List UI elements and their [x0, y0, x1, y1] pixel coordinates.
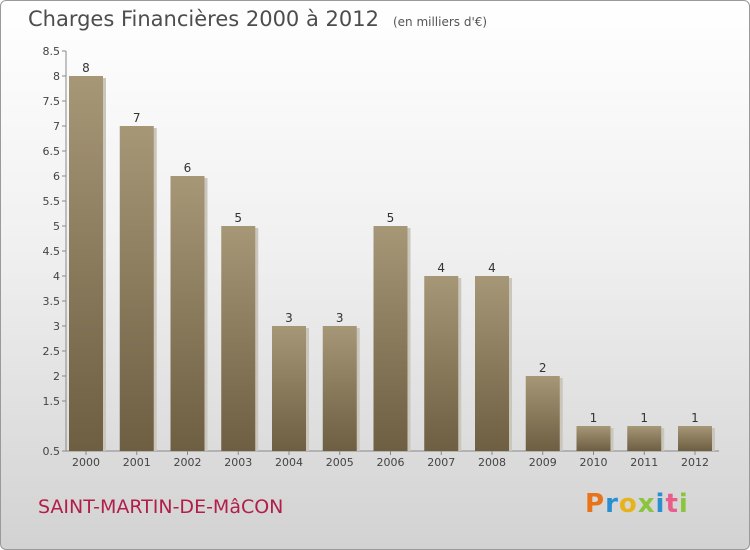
y-tick-label: 2.5	[43, 345, 61, 358]
bar	[373, 226, 408, 451]
logo-letter: i	[678, 489, 689, 519]
y-tick-label: 5.5	[43, 195, 61, 208]
bars	[69, 76, 715, 451]
y-tick-label: 4.5	[43, 245, 61, 258]
x-tick-label: 2007	[427, 456, 455, 469]
x-tick-label: 2005	[326, 456, 354, 469]
y-tick-label: 8.5	[43, 45, 61, 58]
x-tick-label: 2012	[681, 456, 709, 469]
bar	[424, 276, 459, 451]
x-tick-label: 2002	[174, 456, 202, 469]
x-tick-label: 2001	[123, 456, 151, 469]
data-label: 6	[184, 161, 192, 175]
chart-title-text: Charges Financières 2000 à 2012	[28, 7, 379, 31]
data-labels: 8 7 6 5 3 3 5 4 4 2 1 1 1	[82, 61, 699, 425]
y-tick-label: 6	[53, 170, 60, 183]
logo-letter: x	[637, 489, 656, 519]
y-tick-label: 2	[53, 370, 60, 383]
x-tick-label: 2000	[72, 456, 100, 469]
data-label: 1	[640, 411, 648, 425]
logo-letter: t	[665, 489, 679, 519]
data-label: 3	[336, 311, 344, 325]
bar	[678, 426, 712, 451]
y-tick-label: 8	[53, 70, 60, 83]
data-label: 4	[488, 261, 496, 275]
chart-title: Charges Financières 2000 à 2012 (en milli…	[28, 7, 487, 31]
data-label: 7	[133, 111, 141, 125]
data-label: 1	[691, 411, 699, 425]
logo-letter: i	[655, 489, 666, 519]
data-label: 8	[82, 61, 90, 75]
x-tick-label: 2008	[478, 456, 506, 469]
data-label: 4	[437, 261, 445, 275]
y-tick-label: 3	[53, 320, 60, 333]
bar	[627, 426, 662, 451]
logo-letter: r	[605, 489, 619, 519]
x-tick-label: 2011	[630, 456, 658, 469]
data-label: 2	[539, 361, 547, 375]
x-tick-label: 2010	[580, 456, 608, 469]
data-label: 5	[234, 211, 242, 225]
town-name: SAINT-MARTIN-DE-MâCON	[38, 496, 284, 518]
x-tick-label: 2004	[275, 456, 303, 469]
logo-letter: P	[585, 489, 606, 519]
bar	[475, 276, 509, 451]
x-tick-label: 2003	[224, 456, 252, 469]
y-tick-label: 0.5	[43, 445, 61, 458]
data-label: 3	[285, 311, 293, 325]
chart-unit: (en milliers d'€)	[392, 15, 488, 29]
logo-letter: o	[618, 489, 638, 519]
y-tick-label: 5	[53, 220, 60, 233]
bar	[272, 326, 306, 451]
y-tick-label: 6.5	[43, 145, 61, 158]
proxiti-logo: Proxiti	[585, 489, 689, 519]
y-tick-label: 1.5	[43, 395, 61, 408]
y-tick-label: 7	[53, 120, 60, 133]
x-tick-label: 2006	[377, 456, 405, 469]
bar	[221, 226, 256, 451]
bar	[119, 126, 154, 451]
bar	[525, 376, 560, 451]
bar	[170, 176, 205, 451]
data-label: 5	[387, 211, 395, 225]
y-tick-label: 3.5	[43, 295, 61, 308]
y-tick-label: 4	[53, 270, 60, 283]
bar	[322, 326, 357, 451]
y-tick-label: 7.5	[43, 95, 61, 108]
data-label: 1	[590, 411, 598, 425]
axes: 0.5 1.5 2 2.5 3 3.5 4 4.5 5 5.5 6 6.5 7 7.5 8 8.5 2000 20…	[43, 45, 719, 469]
bar	[69, 76, 103, 451]
bar	[576, 426, 611, 451]
x-tick-label: 2009	[529, 456, 557, 469]
